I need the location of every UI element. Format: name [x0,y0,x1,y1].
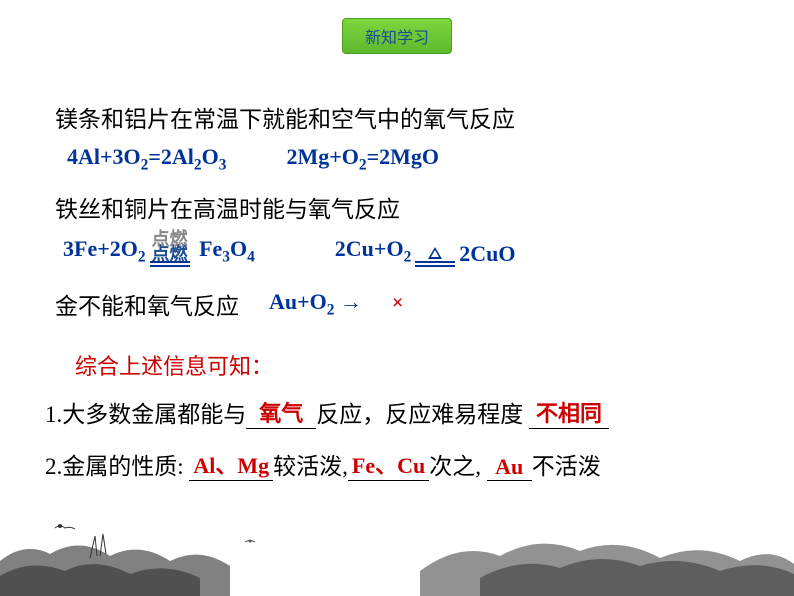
content-area: 镁条和铝片在常温下就能和空气中的氧气反应 4Al+3O2=2Al2O3 2Mg+… [55,100,754,481]
badge-label: 新知学习 [365,30,429,47]
conclusion-lead: 综合上述信息可知： [75,349,754,381]
condition-heat [415,247,455,267]
blank-oxygen: 氧气 [259,401,303,426]
eq-fe-o2: 3Fe+2O2 点燃 点燃 Fe3O4 [63,236,255,266]
blank-au: Au [495,454,523,479]
cross-mark: × [392,292,403,315]
triangle-icon [428,247,442,259]
equals-sign-icon [150,261,190,267]
conclusion-line1: 1.大多数金属都能与氧气反应，反应难易程度 不相同 [45,395,754,429]
background-scenery [0,486,794,596]
eq-al-o2: 4Al+3O2=2Al2O3 [67,144,226,174]
eq-cu-o2: 2Cu+O2 2CuO [335,236,516,266]
section1-intro: 镁条和铝片在常温下就能和空气中的氧气反应 [55,100,754,134]
blank-fecu: Fe、Cu [352,453,425,478]
section2-equations: 3Fe+2O2 点燃 点燃 Fe3O4 2Cu+O2 2CuO [63,236,754,266]
slide: 新知学习 镁条和铝片在常温下就能和空气中的氧气反应 4Al+3O2=2Al2O3… [0,0,794,596]
eq-mg-o2: 2Mg+O2=2MgO [286,144,439,174]
blank-difficulty: 不相同 [536,401,602,426]
eq-au-o2: Au+O2 → [269,289,362,319]
section1-equations: 4Al+3O2=2Al2O3 2Mg+O2=2MgO [67,144,754,174]
section3-row: 金不能和氧气反应 Au+O2 → × [55,287,754,321]
equals-sign-icon [415,261,455,267]
section-badge: 新知学习 [342,18,452,54]
condition-ignite: 点燃 点燃 [150,245,190,267]
section3-intro: 金不能和氧气反应 [55,287,239,321]
section2-intro: 铁丝和铜片在高温时能与氧气反应 [55,190,754,224]
blank-almg: Al、Mg [193,453,269,478]
conclusion-line2: 2.金属的性质: Al、Mg较活泼,Fe、Cu次之, Au不活泼 [45,447,754,481]
